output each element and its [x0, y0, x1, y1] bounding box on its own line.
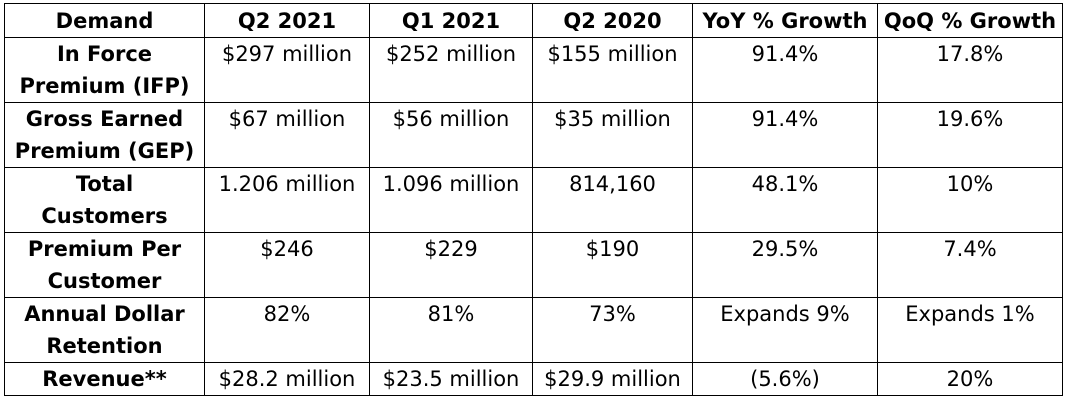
header-yoy-growth: YoY % Growth — [692, 3, 878, 38]
table-cell: $246 — [204, 232, 370, 298]
table-cell: $67 million — [204, 102, 370, 168]
table-cell: $35 million — [532, 102, 693, 168]
table-cell: 1.096 million — [369, 167, 533, 233]
table-row: Premium Per Customer $246 $229 $190 29.5… — [4, 232, 1063, 298]
table-cell: 7.4% — [877, 232, 1063, 298]
table-cell: $155 million — [532, 37, 693, 103]
table-cell: 10% — [877, 167, 1063, 233]
row-label: Gross Earned Premium (GEP) — [4, 102, 205, 168]
row-label-line2: Customers — [41, 204, 168, 228]
row-label-line2: Customer — [47, 269, 162, 293]
table-cell: 73% — [532, 297, 693, 363]
table-cell: 91.4% — [692, 102, 878, 168]
table-cell: 29.5% — [692, 232, 878, 298]
row-label-line2: Premium (IFP) — [19, 74, 190, 98]
table-cell: $252 million — [369, 37, 533, 103]
table-cell: $29.9 million — [532, 362, 693, 396]
table-row: Total Customers 1.206 million 1.096 mill… — [4, 167, 1063, 233]
header-qoq-growth: QoQ % Growth — [877, 3, 1063, 38]
table-cell: 19.6% — [877, 102, 1063, 168]
table-row: Gross Earned Premium (GEP) $67 million $… — [4, 102, 1063, 168]
row-label: Annual Dollar Retention — [4, 297, 205, 363]
row-label-line1: Revenue** — [42, 367, 167, 391]
metrics-table: Demand Q2 2021 Q1 2021 Q2 2020 YoY % Gro… — [4, 3, 1063, 396]
row-label: Total Customers — [4, 167, 205, 233]
table-cell: Expands 9% — [692, 297, 878, 363]
table-cell: $297 million — [204, 37, 370, 103]
table-cell: 91.4% — [692, 37, 878, 103]
header-q2-2020: Q2 2020 — [532, 3, 693, 38]
table-row: Annual Dollar Retention 82% 81% 73% Expa… — [4, 297, 1063, 363]
header-q1-2021: Q1 2021 — [369, 3, 533, 38]
table-cell: 48.1% — [692, 167, 878, 233]
table-cell: 1.206 million — [204, 167, 370, 233]
row-label-line1: Premium Per — [27, 237, 182, 261]
row-label-line2: Retention — [46, 334, 163, 358]
table-cell: Expands 1% — [877, 297, 1063, 363]
table-cell: (5.6%) — [692, 362, 878, 396]
row-label: In Force Premium (IFP) — [4, 37, 205, 103]
table-row: Revenue** $28.2 million $23.5 million $2… — [4, 362, 1063, 396]
table-cell: $229 — [369, 232, 533, 298]
header-q2-2021: Q2 2021 — [204, 3, 370, 38]
table-cell: 814,160 — [532, 167, 693, 233]
header-demand: Demand — [4, 3, 205, 38]
row-label-line1: Total — [75, 172, 134, 196]
table-row: In Force Premium (IFP) $297 million $252… — [4, 37, 1063, 103]
table-cell: 20% — [877, 362, 1063, 396]
row-label: Revenue** — [4, 362, 205, 396]
header-row: Demand Q2 2021 Q1 2021 Q2 2020 YoY % Gro… — [4, 3, 1063, 38]
table-cell: $56 million — [369, 102, 533, 168]
row-label-line2: Premium (GEP) — [14, 139, 195, 163]
row-label-line1: Gross Earned — [25, 107, 184, 131]
row-label-line1: In Force — [56, 42, 153, 66]
table-cell: 81% — [369, 297, 533, 363]
table-cell: 82% — [204, 297, 370, 363]
table-cell: $190 — [532, 232, 693, 298]
row-label: Premium Per Customer — [4, 232, 205, 298]
table-cell: $28.2 million — [204, 362, 370, 396]
table-cell: 17.8% — [877, 37, 1063, 103]
table-cell: $23.5 million — [369, 362, 533, 396]
row-label-line1: Annual Dollar — [24, 302, 185, 326]
